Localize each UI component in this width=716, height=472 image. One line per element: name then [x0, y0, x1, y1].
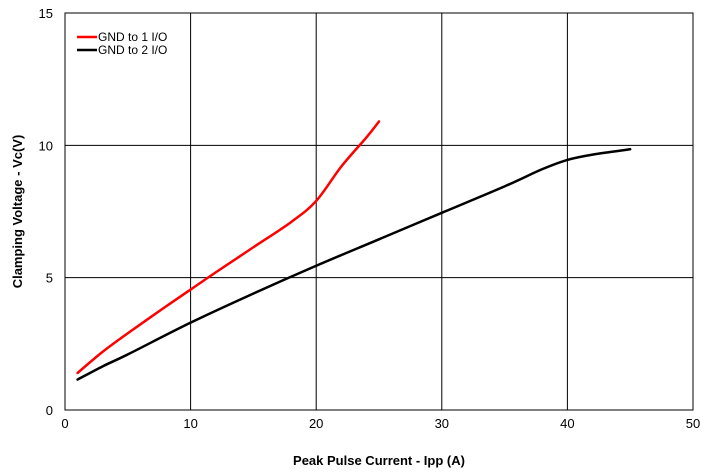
series-line-1 [76, 120, 381, 375]
y-tick-label: 10 [39, 138, 53, 153]
y-axis-title: Clamping Voltage - Vc(V) [10, 135, 25, 289]
y-axis-ticks: 0 5 10 15 [39, 6, 53, 418]
plot-area-frame [64, 12, 694, 411]
legend-label-1: GND to 1 I/O [98, 30, 167, 44]
series-line-2 [76, 148, 632, 381]
y-tick-label: 15 [39, 6, 53, 21]
y-tick-label: 0 [46, 403, 53, 418]
x-tick-label: 40 [560, 416, 574, 431]
x-axis-ticks: 0 10 20 30 40 50 [61, 416, 700, 431]
x-tick-label: 20 [309, 416, 323, 431]
x-tick-label: 10 [183, 416, 197, 431]
y-tick-label: 5 [46, 271, 53, 286]
legend-label-2: GND to 2 I/O [98, 43, 167, 57]
x-axis-title: Peak Pulse Current - Ipp (A) [293, 453, 465, 468]
grid-lines [65, 13, 693, 410]
series-layer [76, 120, 632, 381]
x-tick-label: 50 [686, 416, 700, 431]
x-tick-label: 0 [61, 416, 68, 431]
x-tick-label: 30 [435, 416, 449, 431]
